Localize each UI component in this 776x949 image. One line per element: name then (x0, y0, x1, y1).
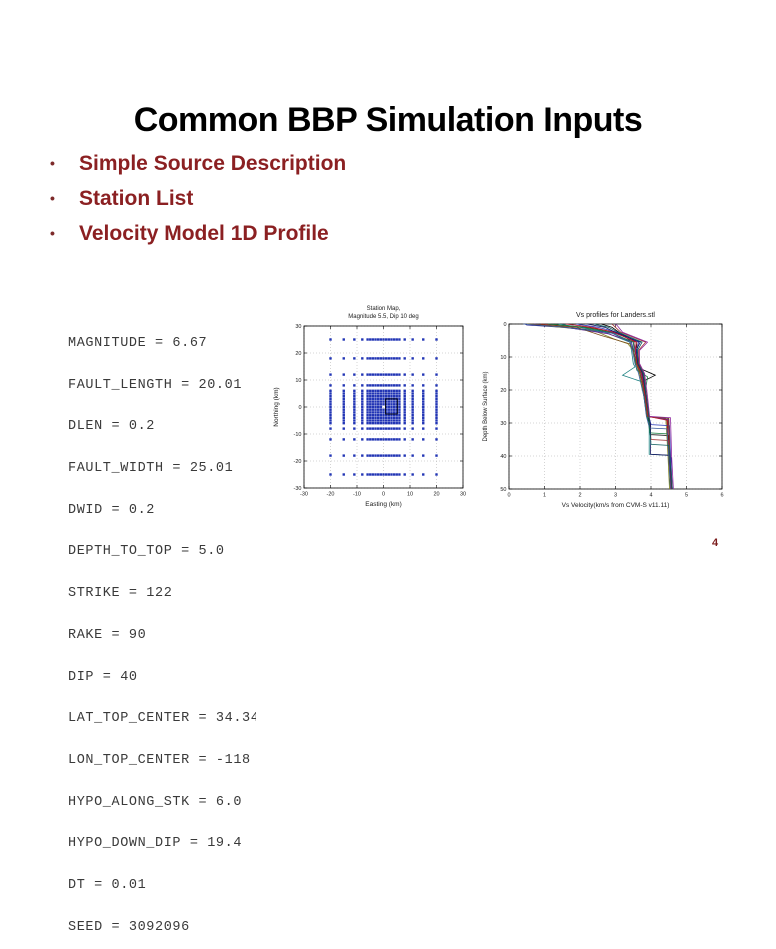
slide: { "slide": { "title": "Common BBP Simula… (44, 100, 740, 935)
fault-surface-box (385, 398, 398, 415)
bullet-dot-icon: • (50, 225, 55, 241)
profile-03 (558, 323, 671, 490)
x-tick-label: 2 (578, 493, 581, 499)
x-tick-label: 0 (382, 492, 385, 498)
bullet-label: Station List (79, 187, 194, 210)
param-line: DEPTH_TO_TOP = 5.0 (68, 544, 225, 560)
vs-profile-lines (523, 323, 674, 490)
param-line: HYPO_ALONG_STK = 6.0 (68, 794, 243, 810)
param-line: FAULT_WIDTH = 25.01 (68, 460, 234, 476)
chart-title: Station Map, (367, 306, 401, 312)
page-number: 4 (712, 537, 719, 549)
bullet-dot-icon: • (50, 190, 55, 206)
y-axis-label: Northing (km) (273, 387, 280, 426)
y-tick-label: -10 (294, 432, 302, 438)
bullet-item-velocity-model: • Velocity Model 1D Profile (44, 222, 346, 245)
y-tick-label: 20 (295, 351, 301, 357)
x-tick-label: -10 (353, 492, 361, 498)
param-line: FAULT_LENGTH = 20.01 (68, 377, 243, 393)
y-tick-label: 10 (500, 355, 506, 361)
chart-subtitle: Magnitude 5.5, Dip 10 deg (348, 314, 418, 320)
y-tick-label: -30 (294, 486, 302, 492)
param-line: MAGNITUDE = 6.67 (68, 335, 208, 351)
x-tick-label: -20 (327, 492, 335, 498)
profile-01 (524, 323, 672, 489)
param-line: RAKE = 90 (68, 627, 147, 643)
x-tick-label: 30 (460, 492, 466, 498)
y-tick-label: 20 (500, 388, 506, 394)
station-dots (329, 338, 438, 476)
source-params-block: MAGNITUDE = 6.67 FAULT_LENGTH = 20.01 DL… (68, 309, 256, 949)
profile-15 (594, 323, 673, 490)
vs-profiles-figure: 0 1 2 3 4 5 6 0 10 20 30 40 50 Vs profiles for Lander… (478, 302, 740, 514)
profile-09 (548, 323, 671, 490)
profile-10 (530, 323, 673, 490)
param-line: SEED = 3092096 (68, 919, 190, 935)
bullet-label: Velocity Model 1D Profile (79, 222, 329, 245)
x-tick-label: 3 (614, 493, 617, 499)
y-tick-label: 30 (295, 324, 301, 330)
param-line: LON_TOP_CENTER = -118 (68, 753, 251, 768)
profile-11 (587, 323, 672, 490)
param-line: DLEN = 0.2 (68, 419, 156, 435)
y-tick-label: 0 (503, 322, 506, 328)
bullet-list: • Simple Source Description • Station Li… (44, 152, 346, 257)
x-tick-label: 1 (543, 493, 546, 499)
param-line: HYPO_DOWN_DIP = 19.4 (68, 836, 243, 852)
y-tick-label: 0 (298, 405, 301, 411)
bullet-dot-icon: • (50, 155, 55, 171)
page-title: Common BBP Simulation Inputs (133, 100, 643, 139)
x-axis-label: Easting (km) (365, 501, 401, 508)
profile-06 (533, 323, 673, 490)
param-line: DWID = 0.2 (68, 502, 156, 518)
x-tick-label: 5 (685, 493, 688, 499)
profile-12 (565, 323, 672, 490)
param-line: DT = 0.01 (68, 878, 147, 894)
y-tick-label: 10 (295, 378, 301, 384)
x-tick-label: 4 (649, 493, 652, 499)
bullet-label: Simple Source Description (79, 152, 347, 175)
chart-title: Vs profiles for Landers.stl (576, 312, 655, 319)
x-tick-label: 20 (433, 492, 439, 498)
x-tick-label: -30 (300, 492, 308, 498)
profile-08 (611, 323, 672, 490)
x-tick-label: 10 (407, 492, 413, 498)
vs-profiles-chart: 0 1 2 3 4 5 6 0 10 20 30 40 50 Vs profiles for Lander… (483, 312, 724, 509)
profile-13 (615, 323, 674, 490)
bullet-item-station-list: • Station List (44, 187, 346, 210)
bullet-item-simple-source: • Simple Source Description (44, 152, 346, 175)
profile-07 (576, 323, 673, 490)
y-tick-label: -20 (294, 459, 302, 465)
x-tick-label: 6 (720, 493, 723, 499)
param-line: LAT_TOP_CENTER = 34.34 (68, 711, 256, 727)
param-line: DIP = 40 (68, 669, 138, 685)
profile-14 (523, 323, 671, 490)
x-tick-label: 0 (507, 493, 510, 499)
station-map-chart: -30 -20 -10 0 10 20 30 -30 -20 -10 0 10 20 30 Station … (273, 306, 466, 508)
y-axis-label: Depth Below Surface (km) (483, 371, 489, 441)
station-map-figure: -30 -20 -10 0 10 20 30 -30 -20 -10 0 10 20 30 Station … (268, 298, 476, 516)
y-tick-label: 30 (500, 421, 506, 427)
y-tick-label: 50 (500, 487, 506, 493)
y-tick-label: 40 (500, 454, 506, 460)
x-axis-label: Vs Velocity(km/s from CVM-S v11.11) (562, 502, 670, 509)
param-line: STRIKE = 122 (68, 586, 173, 602)
